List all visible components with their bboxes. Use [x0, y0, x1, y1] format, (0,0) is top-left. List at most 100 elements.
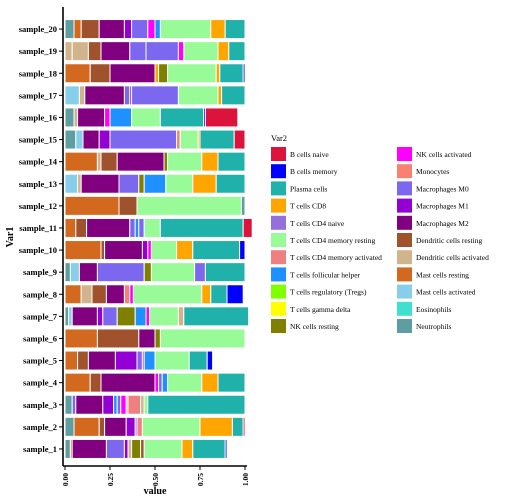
bar-segment	[77, 173, 82, 194]
bar-segment	[143, 438, 183, 459]
bar-segment	[140, 438, 145, 459]
legend-label: NK cells resting	[290, 322, 339, 331]
y-tick-label: sample_14	[19, 157, 58, 167]
bar-segment	[64, 394, 73, 415]
bar-segment	[86, 217, 131, 238]
bar-segment	[147, 394, 246, 415]
legend-label: Plasma cells	[290, 184, 327, 193]
bar-segment	[149, 306, 179, 327]
bar-segment	[140, 394, 145, 415]
y-tick-label: sample_6	[23, 333, 57, 343]
bar-segment	[192, 438, 226, 459]
legend-swatch	[271, 215, 286, 230]
bar-segment	[154, 63, 160, 84]
legend-label: Macrophages M2	[416, 219, 469, 228]
legend-label: Dendritic cells resting	[416, 236, 482, 245]
bar-segment	[98, 129, 111, 150]
y-tick-label: sample_13	[19, 179, 57, 189]
x-tick-label: 0.00	[61, 473, 70, 486]
bar-segment	[158, 63, 169, 84]
bar-segment	[199, 129, 235, 150]
bar-segment	[194, 262, 206, 283]
legend-label: T cells regulatory (Tregs)	[290, 288, 367, 297]
bar-segment	[177, 85, 219, 106]
bar-segment	[192, 173, 217, 194]
bar-segment	[78, 85, 86, 106]
bar-segment	[141, 416, 201, 437]
legend-label: B cells memory	[290, 167, 338, 176]
bar-segment	[165, 173, 194, 194]
bar-segment	[64, 372, 91, 393]
bar-segment	[120, 394, 127, 415]
bar-segment	[82, 129, 100, 150]
bar-segment	[100, 240, 106, 261]
y-tick-label: sample_2	[23, 422, 57, 432]
bar-segment	[64, 107, 75, 128]
bar-segment	[136, 416, 143, 437]
bar-segment	[192, 240, 241, 261]
bar-segment	[224, 438, 228, 459]
bar-segment	[64, 240, 102, 261]
bar-segment	[100, 41, 131, 62]
bar-segment	[154, 372, 160, 393]
bar-segment	[176, 129, 181, 150]
bar-segment	[64, 85, 80, 106]
bar-segment	[138, 173, 145, 194]
bar-segment	[102, 394, 115, 415]
bar-segment	[118, 195, 138, 216]
bar-segment	[105, 284, 125, 305]
legend-label: Mast cells activated	[416, 288, 476, 297]
y-tick-label: sample_18	[19, 68, 57, 78]
bar-segment	[199, 416, 233, 437]
bar-segment	[179, 129, 199, 150]
bar-segment	[201, 151, 219, 172]
bar-segment	[217, 41, 230, 62]
bar-segment	[71, 41, 89, 62]
legend-label: T cells CD4 memory resting	[290, 236, 376, 245]
y-tick-label: sample_5	[23, 356, 57, 366]
bar-segment	[77, 107, 106, 128]
bar-segment	[118, 173, 140, 194]
bar-segment	[116, 306, 136, 327]
bar-segment	[210, 284, 228, 305]
bar-segment	[116, 394, 122, 415]
bar-segment	[64, 173, 79, 194]
bar-segment	[240, 195, 246, 216]
bar-segment	[64, 438, 71, 459]
y-tick-label: sample_20	[19, 24, 57, 34]
legend-swatch	[271, 319, 286, 333]
bar-segment	[242, 63, 246, 84]
legend-swatch	[397, 147, 412, 161]
bar-segment	[80, 19, 100, 40]
bar-segment	[64, 217, 77, 238]
bar-segment	[161, 372, 169, 393]
y-tick-label: sample_9	[23, 267, 57, 277]
legend-swatch	[271, 233, 286, 247]
legend-swatch	[271, 147, 286, 161]
y-tick-label: sample_15	[19, 135, 57, 145]
y-tick-label: sample_12	[19, 201, 57, 211]
bar-segment	[89, 63, 111, 84]
legend-label: Eosinophils	[416, 305, 452, 314]
bar-segment	[233, 129, 246, 150]
bar-segment	[104, 240, 143, 261]
bar-segment	[123, 284, 131, 305]
bar-segment	[215, 63, 221, 84]
bar-segment	[113, 394, 118, 415]
bar-segment	[143, 394, 149, 415]
bar-segment	[102, 306, 118, 327]
bar-segment	[141, 240, 149, 261]
y-tick-label: sample_16	[19, 112, 57, 122]
bar-segment	[231, 416, 244, 437]
bar-segment	[143, 350, 156, 371]
bar-segment	[219, 63, 244, 84]
legend-swatch	[397, 301, 412, 316]
bar-segment	[109, 129, 178, 150]
bar-segment	[201, 372, 219, 393]
legend-swatch	[397, 267, 412, 282]
legend-swatch	[271, 181, 286, 196]
bar-segment	[89, 372, 102, 393]
bar-segment	[154, 350, 190, 371]
bar-segment	[183, 306, 250, 327]
